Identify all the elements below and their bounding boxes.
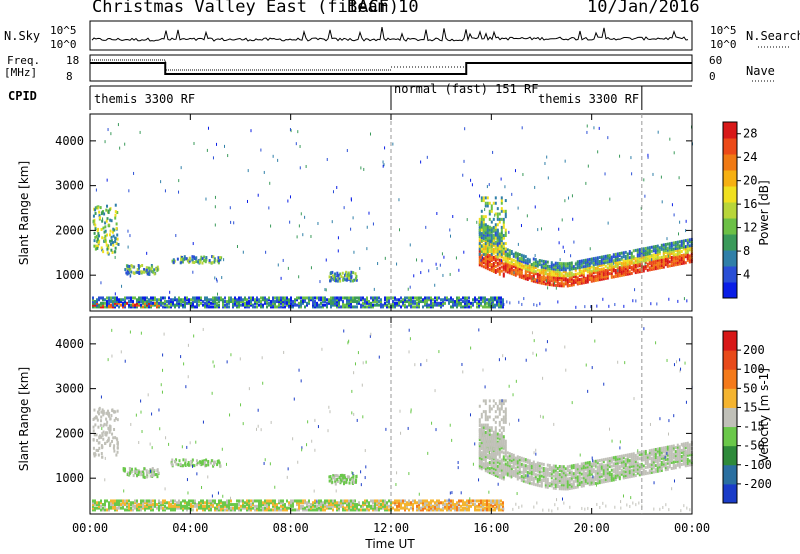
nsky-label: N.Sky — [4, 29, 41, 43]
nsky-frame — [89, 20, 693, 51]
velocity-y-tick-label: 1000 — [55, 471, 84, 485]
power-colorbar-segment — [723, 218, 737, 235]
x-tick-label: 00:00 — [72, 521, 108, 535]
power-y-tick-label: 1000 — [55, 268, 84, 282]
nsky-right-tick-low: 10^0 — [710, 38, 737, 51]
x-tick-label: 20:00 — [574, 521, 610, 535]
velocity-colorbar-frame — [722, 330, 738, 504]
power-colorbar-tick-label: 8 — [743, 244, 750, 258]
freq-tick-low: 8 — [66, 70, 73, 83]
x-tick-label: 12:00 — [373, 521, 409, 535]
station-title: Christmas Valley East (fitACF) — [92, 0, 400, 17]
nsky-series-line — [91, 27, 689, 42]
cpid-label: CPID — [8, 89, 37, 103]
velocity-y-tick-label: 3000 — [55, 382, 84, 396]
velocity-y-tick-label: 4000 — [55, 337, 84, 351]
power-colorbar-segment — [723, 250, 737, 267]
date-label: 10/Jan/2016 — [587, 0, 700, 17]
velocity-y-tick-label: 2000 — [55, 426, 84, 440]
velocity-colorbar-segment — [723, 369, 737, 389]
x-tick-label: 16:00 — [473, 521, 509, 535]
velocity-colorbar-tick-label: 15 — [743, 400, 757, 414]
power-colorbar-segment — [723, 154, 737, 171]
x-tick-label: 04:00 — [172, 521, 208, 535]
nave-tick-low: 0 — [709, 70, 716, 83]
power-y-tick-label: 2000 — [55, 223, 84, 237]
power-colorbar-tick-label: 20 — [743, 174, 757, 188]
velocity-colorbar-segment — [723, 426, 737, 447]
power-colorbar-segment — [723, 170, 737, 187]
velocity-colorbar-tick-label: 50 — [743, 381, 757, 395]
power-colorbar-frame — [722, 121, 738, 299]
cpid-mode-1: themis 3300 RF — [94, 92, 196, 106]
x-axis-label: Time UT — [365, 537, 415, 551]
nave-tick-high: 60 — [709, 54, 723, 67]
nsearch-label: N.Search — [746, 29, 800, 43]
power-y-tick-label: 4000 — [55, 134, 84, 148]
freq-tick-high: 18 — [66, 54, 80, 67]
power-colorbar-segment — [723, 282, 737, 299]
power-colorbar-segment — [723, 186, 737, 203]
power-colorbar-tick-label: 16 — [743, 197, 757, 211]
power-colorbar-segment — [723, 122, 737, 139]
power-colorbar-segment — [723, 266, 737, 283]
freq-series-line — [90, 62, 692, 75]
freq-unit: [MHz] — [4, 66, 38, 79]
freq-label: Freq. — [7, 54, 41, 67]
velocity-heatmap-cells — [92, 327, 693, 513]
power-colorbar-tick-label: 24 — [743, 150, 757, 164]
nave-series-line — [90, 59, 391, 71]
power-colorbar-segment — [723, 202, 737, 219]
velocity-colorbar-segment — [723, 464, 737, 485]
x-tick-label: 08:00 — [273, 521, 309, 535]
velocity-colorbar-segment — [723, 350, 737, 370]
velocity-colorbar-tick-label: 100 — [743, 362, 765, 376]
velocity-colorbar-segment — [723, 331, 737, 351]
power-colorbar-tick-label: 12 — [743, 221, 757, 235]
velocity-colorbar-segment — [723, 388, 737, 408]
velocity-colorbar-tick-label: -200 — [743, 477, 772, 491]
nsky-right-tick-high: 10^5 — [710, 24, 737, 37]
velocity-colorbar-segment — [723, 407, 737, 428]
velocity-colorbar-tick-label: -15 — [743, 420, 765, 434]
cpid-mode-3: themis 3300 RF — [538, 92, 640, 106]
power-colorbar-tick-label: 28 — [743, 127, 757, 141]
nsky-tick-high: 10^5 — [50, 24, 77, 37]
velocity-colorbar-segment — [723, 483, 737, 504]
power-colorbar-segment — [723, 138, 737, 155]
velocity-colorbar-tick-label: -50 — [743, 439, 765, 453]
velocity-colorbar-tick-label: -100 — [743, 458, 772, 472]
power-heatmap-cells — [92, 123, 693, 309]
power-colorbar-tick-label: 4 — [743, 268, 750, 282]
velocity-colorbar-segment — [723, 445, 737, 466]
beam-label: Beam 10 — [347, 0, 419, 17]
power-colorbar-segment — [723, 234, 737, 251]
velocity-colorbar-tick-label: 200 — [743, 343, 765, 357]
nave-label: Nave — [746, 64, 775, 78]
nsky-tick-low: 10^0 — [50, 38, 77, 51]
x-tick-label: 00:00 — [674, 521, 710, 535]
power-y-tick-label: 3000 — [55, 179, 84, 193]
freq-frame — [89, 54, 693, 82]
